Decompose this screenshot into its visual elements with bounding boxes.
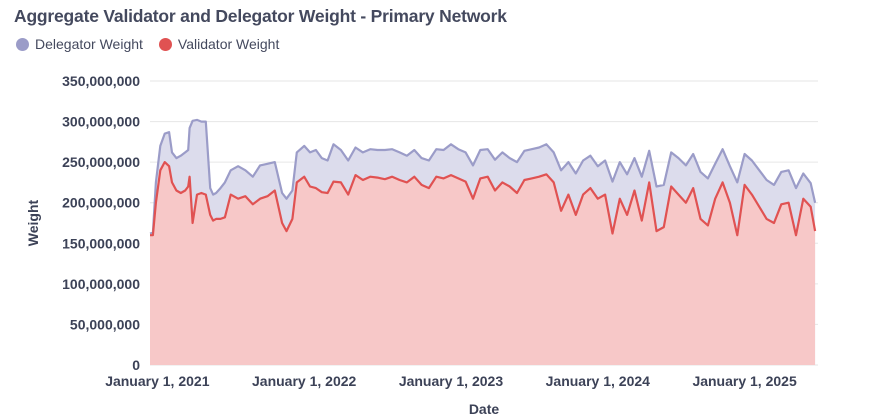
x-tick-label: January 1, 2021 <box>105 373 210 389</box>
y-tick-label: 150,000,000 <box>62 235 140 251</box>
y-axis-title: Weight <box>25 199 41 246</box>
series-areas <box>149 118 817 366</box>
legend-swatch-validator <box>158 37 172 51</box>
x-tick-label: January 1, 2025 <box>692 373 797 389</box>
legend-label-validator: Validator Weight <box>177 36 280 52</box>
legend-label-delegator: Delegator Weight <box>35 36 143 52</box>
y-tick-label: 300,000,000 <box>62 114 140 130</box>
y-tick-label: 250,000,000 <box>62 154 140 170</box>
y-tick-label: 50,000,000 <box>70 316 140 332</box>
x-tick-label: January 1, 2024 <box>546 373 651 389</box>
series-line-0 <box>149 118 817 235</box>
x-tick-label: January 1, 2023 <box>399 373 504 389</box>
series-line-1 <box>150 161 817 237</box>
chart-legend: Delegator Weight Validator Weight <box>16 36 295 52</box>
chart-title: Aggregate Validator and Delegator Weight… <box>14 6 507 26</box>
y-tick-label: 200,000,000 <box>62 195 140 211</box>
y-axis-ticks: 0 50,000,000 100,000,000 150,000,000 200,000… <box>62 73 140 373</box>
y-tick-label: 0 <box>132 357 140 373</box>
x-tick-label: January 1, 2022 <box>252 373 357 389</box>
y-tick-label: 350,000,000 <box>62 73 140 89</box>
y-tick-label: 100,000,000 <box>62 276 140 292</box>
legend-item-delegator[interactable]: Delegator Weight <box>16 36 143 52</box>
legend-item-validator[interactable]: Validator Weight <box>158 36 280 52</box>
series-area-1 <box>150 162 816 365</box>
legend-swatch-delegator <box>16 37 29 51</box>
x-axis-ticks: January 1, 2021 January 1, 2022 January 1,… <box>105 373 797 389</box>
x-axis-title: Date <box>469 401 500 417</box>
